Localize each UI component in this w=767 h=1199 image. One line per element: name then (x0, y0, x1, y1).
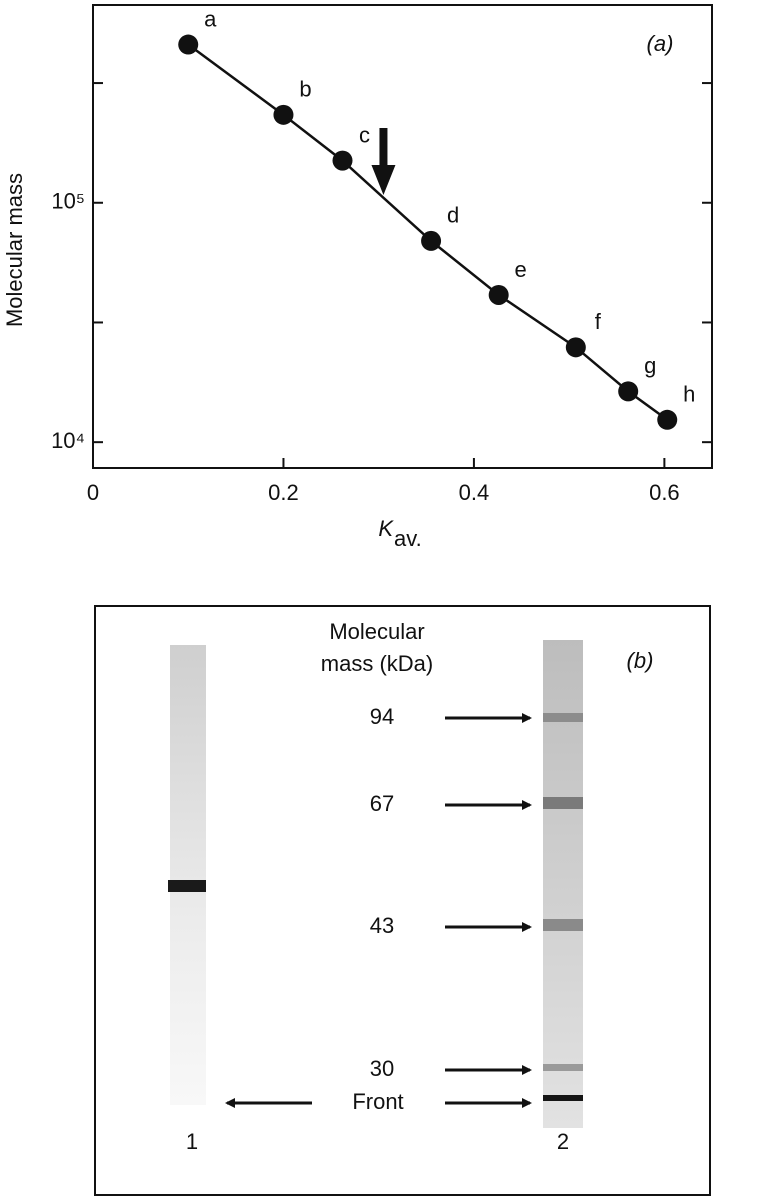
point-label: d (447, 203, 459, 228)
x-tick-label: 0 (87, 480, 99, 505)
data-point (178, 34, 199, 55)
data-point (618, 381, 639, 402)
marker-label: 67 (370, 791, 394, 816)
point-label: g (644, 353, 656, 378)
x-axis-label-subscript: av. (394, 526, 422, 551)
gel-frame (94, 605, 711, 1196)
data-point (421, 230, 442, 251)
gel-band (168, 880, 206, 892)
lane-label: 1 (186, 1129, 198, 1154)
point-label: c (359, 122, 370, 147)
data-point (488, 284, 509, 305)
gel-band (543, 713, 583, 722)
data-point (273, 104, 294, 125)
point-label: a (204, 6, 217, 31)
lane-label: 2 (557, 1129, 569, 1154)
data-point (332, 150, 353, 171)
gel-header: mass (kDa) (321, 651, 433, 676)
gel-lane (170, 645, 206, 1105)
data-point (657, 409, 678, 430)
gel-header: Molecular (329, 619, 424, 644)
fit-line (187, 43, 668, 421)
plot-frame (92, 4, 713, 469)
gel-band (543, 919, 583, 931)
data-point (565, 337, 586, 358)
marker-label: 30 (370, 1056, 394, 1081)
marker-label: 43 (370, 913, 394, 938)
x-axis-label: K (378, 516, 394, 541)
point-label: h (683, 382, 695, 407)
y-tick-label: 10⁴ (51, 428, 85, 453)
x-tick-label: 0.2 (268, 480, 299, 505)
point-label: b (299, 77, 311, 102)
gel-band (543, 1064, 583, 1071)
gel-band (543, 1095, 583, 1101)
gel-band (543, 797, 583, 809)
panel-label: (a) (647, 31, 674, 56)
point-label: f (595, 309, 602, 334)
x-tick-label: 0.4 (459, 480, 490, 505)
y-tick-label: 10⁵ (51, 189, 85, 214)
x-tick-label: 0.6 (649, 480, 680, 505)
panel-label: (b) (627, 648, 654, 673)
point-label: e (515, 257, 527, 282)
marker-label: 94 (370, 704, 394, 729)
arrow-annotation (371, 128, 396, 195)
y-axis-label: Molecular mass (2, 173, 27, 327)
front-label: Front (352, 1089, 403, 1114)
